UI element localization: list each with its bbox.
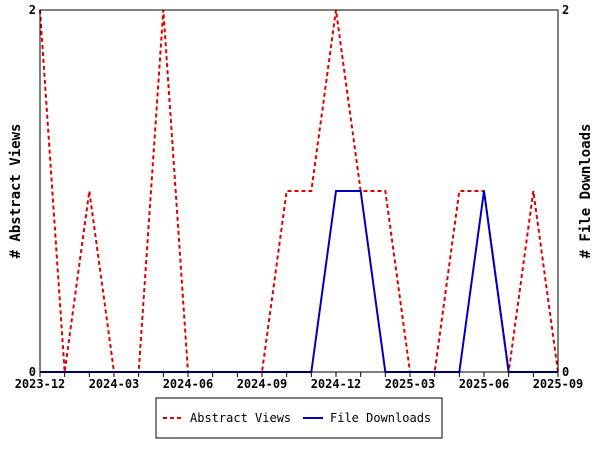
x-tick-label-2025-09: 2025-09 bbox=[533, 377, 584, 391]
x-tick-label-2024-03: 2024-03 bbox=[89, 377, 140, 391]
y-tick-right-2: 2 bbox=[562, 3, 569, 17]
series-line-abstract-views bbox=[39, 9, 559, 373]
legend-box bbox=[155, 397, 443, 439]
x-tick-label-2024-09: 2024-09 bbox=[237, 377, 288, 391]
x-tick-label-2024-12: 2024-12 bbox=[311, 377, 362, 391]
x-tick-label-2024-06: 2024-06 bbox=[163, 377, 214, 391]
y-axis-label-left: # Abstract Views bbox=[8, 124, 24, 259]
x-tick-label-2025-03: 2025-03 bbox=[385, 377, 436, 391]
y-tick-left-0: 0 bbox=[29, 365, 36, 379]
plot-frame bbox=[39, 9, 559, 373]
x-tick-label-2025-06: 2025-06 bbox=[459, 377, 510, 391]
y-axis-label-right: # File Downloads bbox=[578, 124, 594, 259]
legend-label-abstract-views: Abstract Views bbox=[190, 411, 291, 425]
legend: Abstract Views File Downloads bbox=[155, 397, 443, 439]
y-tick-left-2: 2 bbox=[29, 3, 36, 17]
series-line-file-downloads bbox=[40, 190, 558, 373]
legend-label-file-downloads: File Downloads bbox=[330, 411, 431, 425]
y-tick-right-0: 0 bbox=[562, 365, 569, 379]
x-tick-label-2023-12: 2023-12 bbox=[15, 377, 66, 391]
